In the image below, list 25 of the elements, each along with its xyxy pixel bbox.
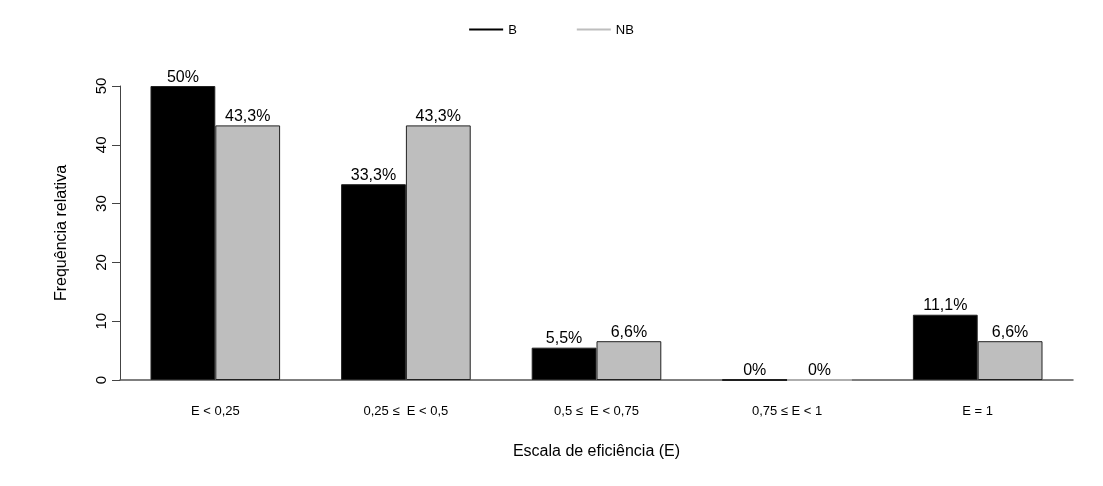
data-label: 5,5% [545,329,583,347]
data-label: 0% [807,361,832,378]
data-label: 50% [166,67,199,85]
y-tick-label: 20 [92,254,109,271]
legend-label: NB [615,22,634,37]
x-tick-label: E = 1 [962,403,994,418]
y-tick-label: 30 [92,195,109,212]
x-tick-label: E < 0,25 [190,403,240,418]
x-tick-label: 0,25 ≤ E < 0,5 [363,403,449,418]
data-label: 43,3% [415,106,461,124]
y-tick-label: 40 [92,136,109,154]
x-axis-title: Escala de eficiência (E) [512,441,681,459]
x-tick-label: 0,75 ≤ E < 1 [751,403,823,418]
data-label: 11,1% [923,296,968,314]
legend-label: B [508,22,517,37]
data-label: 6,6% [991,322,1029,340]
data-label: 33,3% [350,165,397,183]
y-axis-title: Frequência relativa [51,164,69,302]
data-label: 0% [743,361,767,378]
x-tick-label: 0,5 ≤ E < 0,75 [554,403,639,418]
y-tick-label: 50 [92,77,109,95]
y-tick-label: 0 [92,375,109,385]
y-tick-label: 10 [92,312,109,330]
data-label: 43,3% [225,106,271,124]
data-label: 6,6% [610,322,648,340]
